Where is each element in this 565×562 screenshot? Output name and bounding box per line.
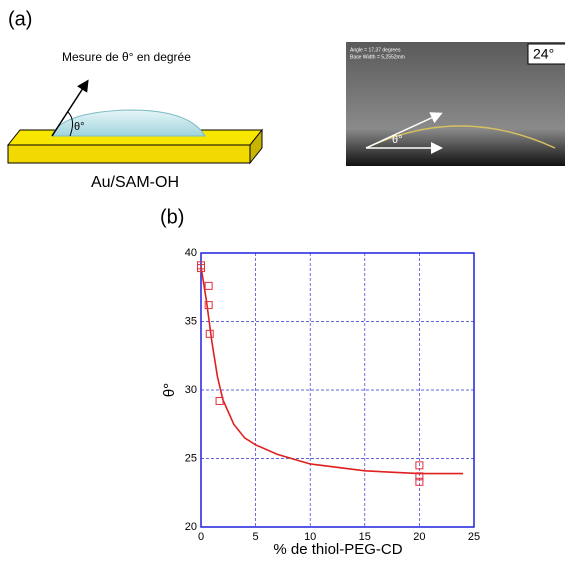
data-point xyxy=(415,461,424,470)
droplet xyxy=(51,109,206,137)
drop-profile xyxy=(365,125,556,149)
data-point xyxy=(415,477,424,486)
photo-tangent xyxy=(365,112,443,149)
photo-angle: θ° xyxy=(392,134,403,146)
data-point xyxy=(197,264,205,273)
x-tick-label: 5 xyxy=(253,531,259,543)
photo-text: Angle = 17,37 degrees xyxy=(350,47,401,53)
x-axis-label: % de thiol-PEG-CD xyxy=(273,541,402,558)
x-tick-label: 10 xyxy=(304,531,316,543)
tangent-arrow xyxy=(51,79,89,137)
x-tick-label: 25 xyxy=(468,531,480,543)
caption: Mesure de θ° en degrée xyxy=(62,50,191,64)
data-point xyxy=(215,396,224,405)
data-point xyxy=(205,329,214,338)
y-axis-label: θ° xyxy=(161,383,178,397)
substrate-label: Au/SAM-OH xyxy=(91,174,179,191)
y-tick-label: 30 xyxy=(185,384,197,396)
x-tick-label: 20 xyxy=(413,531,425,543)
data-point xyxy=(415,472,424,481)
angle-label: θ° xyxy=(74,121,85,133)
fit-curve xyxy=(200,266,464,475)
x-tick-label: 0 xyxy=(198,531,204,543)
badge xyxy=(527,43,565,65)
plot-frame xyxy=(200,252,475,528)
data-point xyxy=(204,281,213,290)
y-tick-label: 40 xyxy=(185,247,197,259)
y-tick-label: 25 xyxy=(185,452,197,464)
x-tick-label: 15 xyxy=(359,531,371,543)
photo-text: Base Width = 5,2552mm xyxy=(350,54,405,60)
badge-text: 24° xyxy=(533,46,554,62)
y-tick-label: 20 xyxy=(185,521,197,533)
substrate-side xyxy=(249,128,263,165)
substrate-front xyxy=(7,144,251,164)
y-tick-label: 35 xyxy=(185,315,197,327)
panel-label: (a) xyxy=(8,8,32,30)
panel-label: (b) xyxy=(160,206,184,228)
angle-arc xyxy=(67,111,74,137)
data-point xyxy=(204,301,213,310)
